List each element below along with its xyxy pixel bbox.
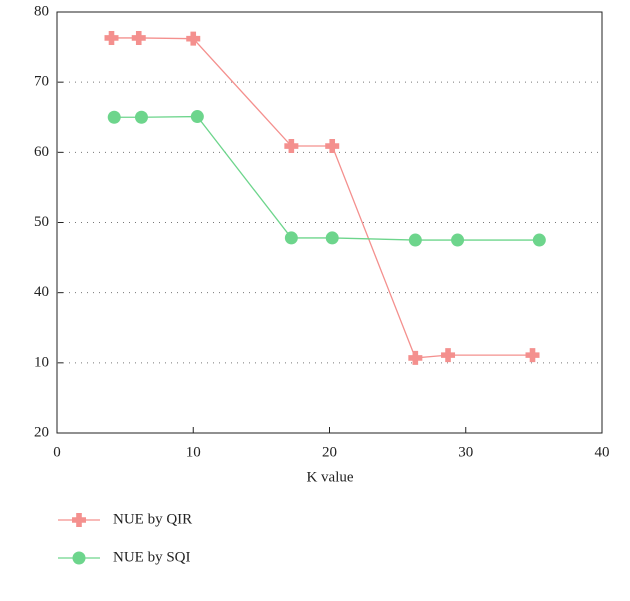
point — [107, 110, 121, 124]
legend-marker — [72, 551, 86, 565]
y-tick-label: 50 — [34, 214, 49, 230]
x-tick-label: 30 — [458, 444, 473, 460]
x-tick-label: 20 — [322, 444, 337, 460]
legend-marker — [72, 513, 86, 527]
y-tick-label: 10 — [34, 354, 49, 370]
point — [451, 233, 465, 247]
y-tick-label: 60 — [34, 144, 49, 160]
y-tick-label: 20 — [34, 424, 49, 440]
point — [186, 31, 201, 46]
plot-frame — [56, 11, 603, 434]
point — [284, 139, 299, 154]
point — [131, 30, 146, 45]
y-tick-label: 40 — [34, 284, 49, 300]
y-tick-label: 80 — [34, 3, 49, 19]
point — [104, 30, 119, 45]
y-tick-label: 70 — [34, 74, 49, 90]
x-tick-label: 0 — [53, 444, 61, 460]
x-axis-label: K value — [306, 469, 353, 485]
point — [525, 348, 540, 363]
point — [134, 110, 148, 124]
point — [408, 233, 422, 247]
legend-label: NUE by SQI — [113, 549, 191, 565]
series-line — [111, 37, 533, 359]
point — [325, 139, 340, 154]
legend-label: NUE by QIR — [113, 511, 192, 527]
point — [408, 350, 423, 365]
x-tick-label: 40 — [595, 444, 610, 460]
series-line — [114, 115, 540, 241]
point — [441, 348, 456, 363]
x-tick-label: 10 — [186, 444, 201, 460]
point — [532, 233, 546, 247]
point — [190, 110, 204, 124]
point — [284, 231, 298, 245]
point — [325, 231, 339, 245]
